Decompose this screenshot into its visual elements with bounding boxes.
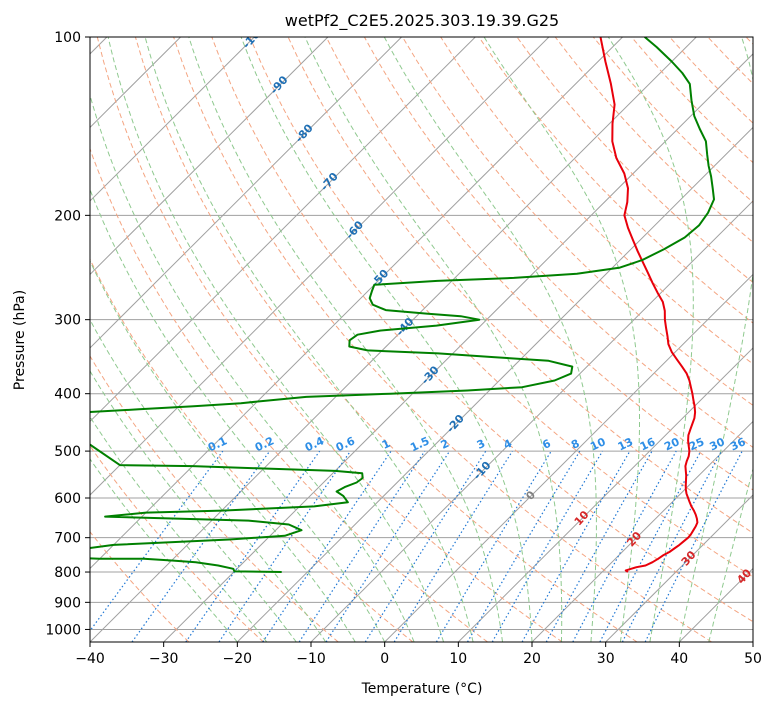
mixing-ratio-label: 36 — [728, 435, 748, 453]
dry-adiabat-line — [249, 37, 753, 578]
x-tick-label: 10 — [449, 651, 467, 667]
mixing-ratio-line — [218, 450, 351, 642]
background-lines — [90, 37, 753, 642]
dewpoint-profile-line — [90, 37, 715, 573]
moist-adiabat-line — [607, 37, 694, 642]
dry-adiabat-line — [90, 530, 190, 642]
mixing-ratio-line — [521, 450, 631, 642]
x-tick-label: 50 — [744, 651, 762, 667]
moist-adiabat-line — [188, 37, 503, 642]
y-tick-label: 200 — [54, 208, 81, 224]
isotherm-line — [457, 347, 753, 642]
moist-adiabat-line — [678, 37, 753, 642]
x-axis-label: Temperature (°C) — [361, 681, 483, 697]
mixing-ratio-line — [393, 450, 513, 642]
dry-adiabat-line — [96, 37, 563, 642]
mixing-ratio-line — [262, 450, 392, 642]
moist-adiabat-line — [107, 37, 445, 642]
moist-adiabat-line — [708, 467, 753, 642]
moist-adiabat-line — [240, 37, 533, 642]
mixing-ratio-line — [545, 450, 653, 642]
isotherm-label: 40 — [734, 566, 754, 586]
chart-title: wetPf2_C2E5.2025.303.19.39.G25 — [285, 11, 559, 31]
isotherm-line — [90, 37, 623, 570]
mixing-ratio-label: 20 — [662, 435, 682, 453]
x-tick-label: 40 — [670, 651, 688, 667]
dry-adiabat-line — [90, 147, 488, 642]
moist-adiabat-line — [90, 318, 327, 642]
moist-adiabat-line — [90, 415, 268, 642]
dry-adiabat-line — [90, 445, 264, 642]
x-tick-label: 0 — [380, 651, 389, 667]
x-tick-label: 20 — [523, 651, 541, 667]
mixing-ratio-line — [325, 450, 451, 642]
x-tick-label: −40 — [75, 651, 105, 667]
mixing-ratio-label: 30 — [708, 435, 728, 453]
mixing-ratio-line — [364, 450, 487, 642]
y-tick-label: 300 — [54, 313, 81, 329]
mixing-ratio-label: 10 — [588, 435, 608, 453]
moist-adiabat-line — [90, 188, 386, 642]
x-tick-label: −20 — [223, 651, 253, 667]
isotherm-line — [90, 37, 329, 276]
isotherm-line — [384, 273, 753, 642]
isotherm-line — [90, 37, 402, 349]
y-tick-label: 600 — [54, 491, 81, 507]
isotherm-line — [90, 37, 550, 496]
isotherm-line — [90, 37, 255, 202]
temperature-profile-line — [599, 37, 699, 573]
isotherm-line — [236, 126, 753, 642]
y-tick-label: 1000 — [45, 622, 81, 638]
y-tick-label: 100 — [54, 30, 81, 46]
x-tick-label: 30 — [597, 651, 615, 667]
axis-ticks: −40 −30 −20 −10 0 10 20 30 40 50 100 200 300 400 500 60… — [45, 30, 762, 667]
isotherm-line — [163, 53, 753, 642]
x-tick-label: −10 — [296, 651, 326, 667]
mixing-ratio-label: 25 — [687, 435, 706, 453]
mixing-ratio-line — [90, 450, 224, 632]
plot-frame — [89, 36, 754, 643]
dry-adiabat-line — [90, 355, 339, 642]
isotherm-line — [605, 494, 753, 642]
mixing-ratio-line — [131, 450, 271, 642]
moist-adiabat-line — [483, 37, 640, 642]
mixing-ratio-label: 13 — [616, 435, 635, 453]
mixing-ratio-line — [185, 450, 321, 642]
dry-adiabat-line — [402, 37, 753, 406]
dry-adiabat-line — [90, 258, 414, 642]
y-tick-label: 500 — [54, 444, 81, 460]
dry-adiabat-line — [134, 37, 638, 642]
isotherm-line — [90, 37, 476, 423]
y-tick-label: 400 — [54, 387, 81, 403]
mixing-ratio-line — [298, 450, 426, 642]
mixing-ratio-label: 16 — [638, 435, 658, 453]
dry-adiabat-line — [211, 37, 753, 623]
y-tick-label: 900 — [54, 595, 81, 611]
dry-adiabat-line — [173, 37, 712, 642]
dry-adiabat-line — [516, 37, 753, 284]
moist-adiabat-line — [304, 37, 563, 642]
isotherm-line — [531, 420, 753, 642]
mixing-ratio-line — [572, 450, 677, 642]
profile-lines — [90, 37, 715, 573]
moist-adiabat-line — [144, 37, 474, 642]
y-axis-label: Pressure (hPa) — [12, 290, 28, 390]
mixing-ratio-line — [644, 450, 743, 642]
moist-adiabat-line — [90, 259, 356, 642]
x-tick-label: −30 — [149, 651, 179, 667]
y-tick-label: 800 — [54, 565, 81, 581]
moist-adiabat-line — [90, 458, 238, 642]
y-tick-label: 700 — [54, 531, 81, 547]
moist-adiabat-line — [383, 37, 597, 642]
